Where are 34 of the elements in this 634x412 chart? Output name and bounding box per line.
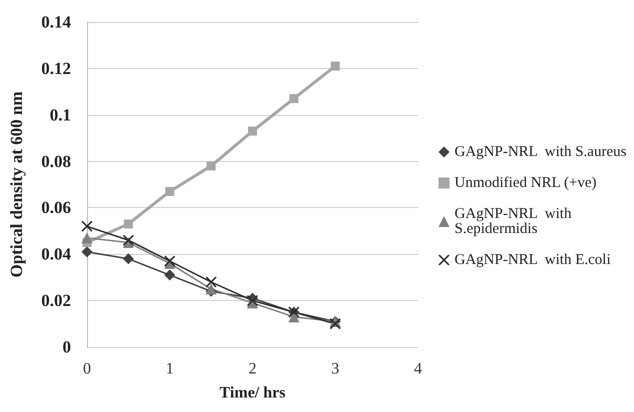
y-axis-title: Optical density at 600 nm — [7, 91, 26, 278]
x-tick-label: 3 — [331, 360, 340, 378]
x-tick-label: 4 — [414, 360, 422, 378]
point — [82, 232, 92, 244]
point — [122, 253, 134, 264]
point — [82, 246, 92, 258]
legend-label: GAgNP-NRL with S.epidermidis — [454, 206, 576, 237]
point — [330, 318, 341, 330]
point — [248, 126, 257, 136]
y-tick-label: 0.08 — [41, 152, 71, 171]
y-tick-label: 0.14 — [41, 12, 72, 32]
point — [82, 220, 92, 232]
x-tick-label: 0 — [83, 360, 91, 378]
x-axis-title: Time/ hrs — [220, 384, 286, 402]
y-tick-label: 0.04 — [41, 244, 72, 264]
y-tick-label: 0.1 — [50, 105, 71, 124]
legend-label: Unmodified NRL (+ve) — [454, 175, 597, 191]
point — [206, 161, 216, 170]
legend-label: GAgNP-NRL with S.aureus — [454, 144, 627, 160]
point — [164, 270, 176, 281]
point — [206, 276, 217, 288]
point — [124, 219, 133, 228]
y-tick-label: 0.02 — [41, 291, 71, 310]
x-tick-label: 2 — [248, 360, 256, 378]
y-tick-label: 0 — [62, 338, 71, 356]
y-tick-label: 0.06 — [41, 198, 71, 218]
point — [206, 283, 217, 294]
x-tick-label: 1 — [166, 360, 174, 378]
point — [165, 186, 174, 196]
point — [330, 62, 340, 71]
y-tick-label: 0.12 — [41, 58, 71, 78]
legend-label: GAgNP-NRL with E.coli — [454, 252, 611, 268]
point — [122, 234, 134, 246]
point — [289, 94, 298, 104]
